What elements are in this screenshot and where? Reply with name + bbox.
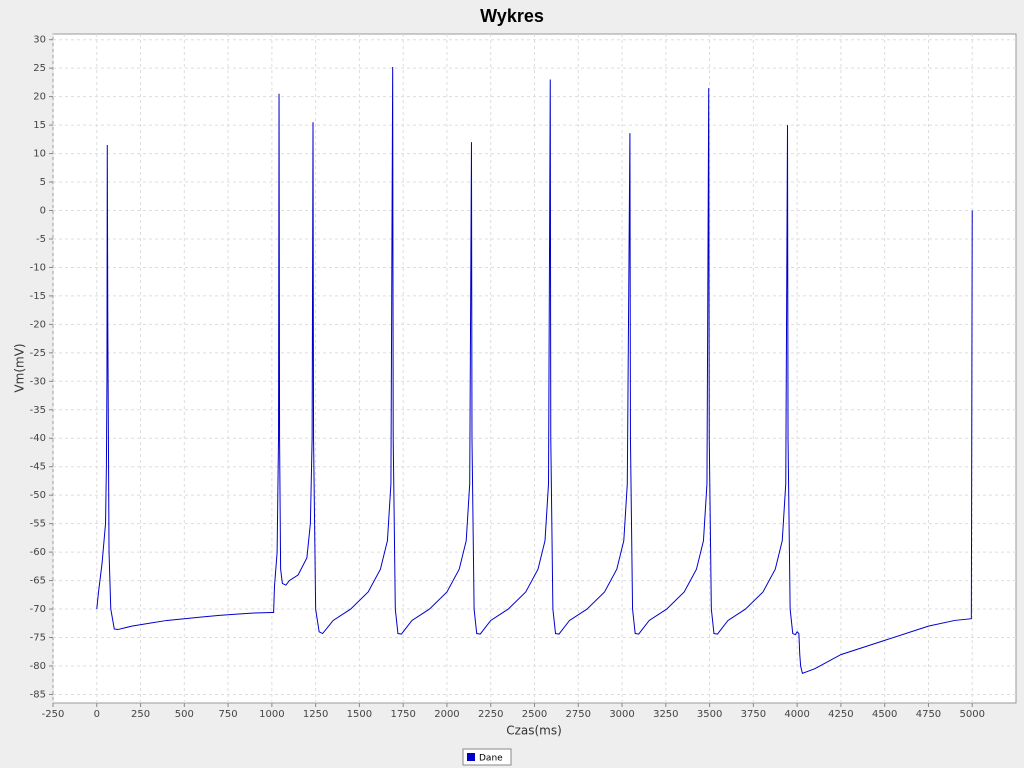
- y-tick-label: 5: [40, 177, 46, 188]
- legend: Dane: [462, 748, 512, 766]
- x-tick-label: 3500: [697, 709, 722, 720]
- x-tick-label: 4500: [872, 709, 897, 720]
- y-tick-label: -80: [30, 661, 46, 672]
- y-tick-label: -50: [30, 490, 46, 501]
- chart-title: Wykres: [480, 6, 544, 26]
- y-tick-label: -85: [30, 689, 46, 700]
- legend-swatch: [467, 753, 475, 761]
- y-tick-label: 15: [33, 120, 46, 131]
- x-tick-label: 3250: [653, 709, 678, 720]
- y-tick-label: 0: [40, 206, 46, 217]
- x-tick-label: 250: [131, 709, 150, 720]
- y-tick-label: -25: [30, 348, 46, 359]
- y-tick-label: 20: [33, 92, 46, 103]
- x-tick-label: 2500: [522, 709, 547, 720]
- x-axis-label: Czas(ms): [506, 724, 562, 738]
- x-tick-label: 2250: [478, 709, 503, 720]
- y-tick-label: -70: [30, 604, 46, 615]
- x-tick-label: 2750: [566, 709, 591, 720]
- x-tick-label: 5000: [960, 709, 985, 720]
- y-tick-label: -65: [30, 576, 46, 587]
- y-tick-label: -10: [30, 262, 46, 273]
- x-tick-label: 500: [175, 709, 194, 720]
- x-tick-label: 1000: [259, 709, 284, 720]
- x-tick-label: 2000: [434, 709, 459, 720]
- x-tick-label: 3750: [741, 709, 766, 720]
- plot-area: [52, 33, 1017, 704]
- y-tick-label: -75: [30, 633, 46, 644]
- x-tick-label: 4000: [784, 709, 809, 720]
- x-tick-label: 4750: [916, 709, 941, 720]
- y-tick-label: -60: [30, 547, 46, 558]
- x-tick-label: 1500: [347, 709, 372, 720]
- y-tick-label: -20: [30, 319, 46, 330]
- y-tick-label: 10: [33, 149, 46, 160]
- y-tick-label: -5: [36, 234, 46, 245]
- x-tick-label: -250: [42, 709, 65, 720]
- y-tick-label: -15: [30, 291, 46, 302]
- y-tick-label: -30: [30, 376, 46, 387]
- y-tick-label: 25: [33, 63, 46, 74]
- x-tick-label: 4250: [828, 709, 853, 720]
- y-tick-label: -40: [30, 433, 46, 444]
- y-tick-label: -55: [30, 519, 46, 530]
- x-tick-label: 0: [94, 709, 100, 720]
- legend-label: Dane: [479, 754, 503, 764]
- x-tick-label: 3000: [609, 709, 634, 720]
- x-tick-label: 1750: [390, 709, 415, 720]
- y-tick-label: 30: [33, 35, 46, 46]
- x-tick-label: 1250: [303, 709, 328, 720]
- y-axis-label: Vm(mV): [13, 343, 27, 392]
- y-tick-label: -45: [30, 462, 46, 473]
- x-tick-label: 750: [219, 709, 238, 720]
- y-tick-label: -35: [30, 405, 46, 416]
- data-line: [96, 67, 973, 675]
